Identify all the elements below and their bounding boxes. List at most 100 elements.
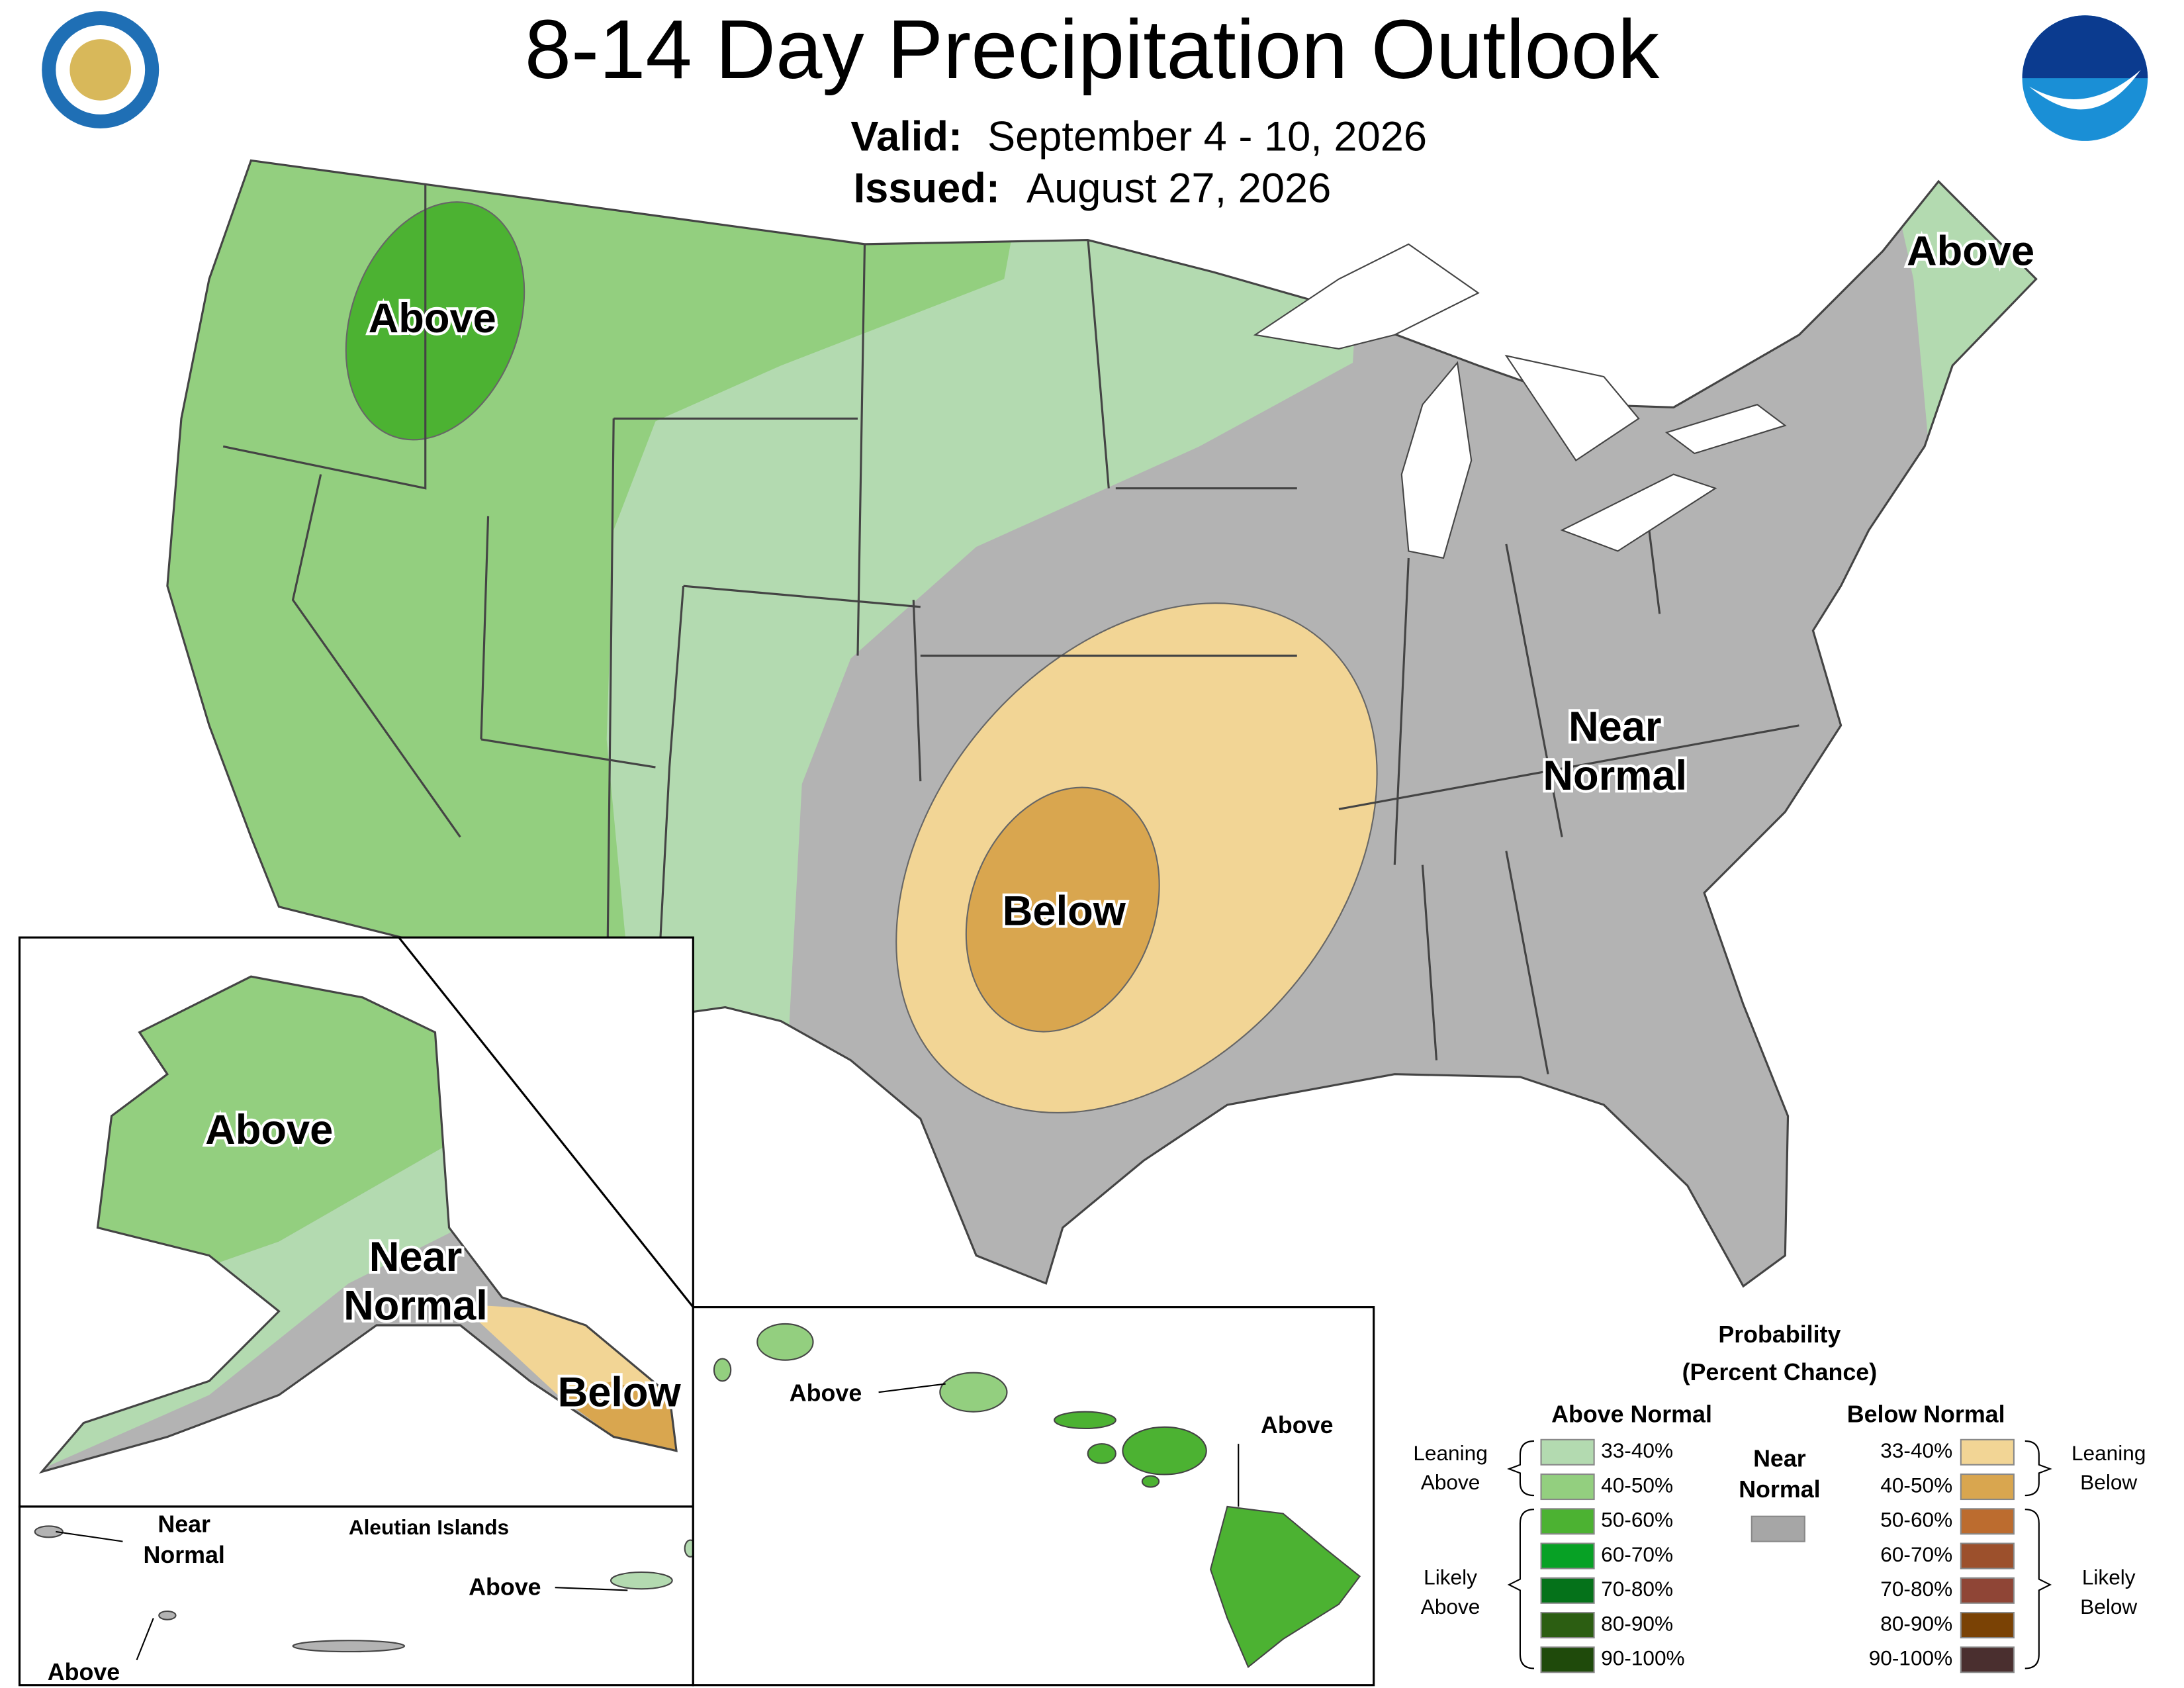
region-label-line: Near [369, 1234, 463, 1280]
legend-label: 90-100% [1869, 1646, 1952, 1670]
region-label-line: Above [1907, 228, 2034, 274]
legend-bracket [2025, 1509, 2052, 1669]
valid-dates: September 4 - 10, 2026 [987, 114, 1427, 160]
pointer-lines [878, 1383, 1240, 1507]
legend-swatch [1960, 1577, 2015, 1604]
legend-swatch [1960, 1508, 2015, 1535]
state-boundaries [222, 160, 1799, 1074]
legend-label: 50-60% [1880, 1508, 1952, 1532]
hawaiian-islands [713, 1323, 1361, 1668]
region-label-line: Normal [143, 1542, 224, 1568]
region-label: Above [469, 1574, 541, 1601]
legend-title-line: (Percent Chance) [1682, 1359, 1878, 1385]
bracket-label: Leaning Above [1413, 1441, 1487, 1494]
bracket-label: Likely Below [2080, 1566, 2137, 1618]
commerce-logo [42, 11, 159, 128]
legend-bracket [1507, 1440, 1535, 1497]
region-label-line: Normal [343, 1282, 488, 1329]
region-label: Above [48, 1659, 120, 1685]
legend-swatch [1960, 1542, 2015, 1570]
issued-label: Issued: [854, 165, 1000, 211]
region-label-line: Above [369, 295, 496, 341]
legend-header-line: Near [1753, 1446, 1806, 1472]
legend-swatch [1751, 1515, 1805, 1542]
region-label: Near Normal [1543, 704, 1687, 799]
region-label: Above [790, 1380, 862, 1407]
region-label-line: Near [1569, 704, 1662, 750]
legend-swatch [1540, 1577, 1595, 1604]
region-label-line: Above [1261, 1412, 1333, 1438]
legend-label: 70-80% [1880, 1577, 1952, 1601]
legend-header-line: Normal [1739, 1476, 1820, 1503]
bracket-label: Leaning Below [2071, 1441, 2146, 1494]
region-label-line: Above [790, 1380, 862, 1407]
legend-label: 40-50% [1601, 1473, 1673, 1497]
likely-above-area [345, 201, 525, 441]
legend-title: Probability (Percent Chance) [1682, 1321, 1878, 1385]
aleutian-caption: Aleutian Islands [349, 1515, 509, 1539]
legend-label: 80-90% [1880, 1611, 1952, 1635]
legend-bracket [2025, 1440, 2052, 1497]
legend-bracket [1507, 1509, 1535, 1669]
aleutian-inset [18, 1505, 694, 1687]
region-label-line: Above [469, 1574, 541, 1601]
region-label: Above [1261, 1412, 1333, 1438]
valid-label: Valid: [850, 114, 962, 160]
region-label: Above [369, 295, 496, 341]
region-label-line: Normal [1543, 753, 1687, 799]
legend-label: 80-90% [1601, 1611, 1673, 1635]
legend-swatch [1540, 1612, 1595, 1639]
legend-header: Above Normal [1551, 1401, 1712, 1427]
alaska-outline [38, 975, 678, 1474]
legend-swatch [1960, 1612, 2015, 1639]
legend-swatch [1960, 1474, 2015, 1501]
region-label: Above [205, 1107, 333, 1153]
legend-label: 60-70% [1601, 1542, 1673, 1566]
title: 8-14 Day Precipitation Outlook [525, 3, 1660, 96]
bracket-label-line: Likely [2082, 1566, 2136, 1589]
region-label: Below [1003, 888, 1126, 934]
region-label-line: Below [1003, 888, 1126, 934]
region-label-line: Above [48, 1659, 120, 1685]
legend-swatch [1960, 1646, 2015, 1673]
region-label: Near Normal [343, 1234, 488, 1329]
issued-date: August 27, 2026 [1026, 165, 1331, 211]
region-label: Below [558, 1369, 682, 1415]
great-lakes [1253, 243, 1787, 559]
legend-label: 60-70% [1880, 1542, 1952, 1566]
inset-connector [398, 937, 694, 1308]
region-label: Above [1907, 228, 2034, 274]
noaa-logo [2022, 15, 2148, 141]
legend-label: 40-50% [1880, 1473, 1952, 1497]
legend-label: 90-100% [1601, 1646, 1684, 1670]
bracket-label-line: Above [1421, 1471, 1480, 1495]
legend-label: 33-40% [1880, 1438, 1952, 1462]
legend-label: 50-60% [1601, 1508, 1673, 1532]
legend-header: Below Normal [1847, 1401, 2005, 1427]
bracket-label-line: Likely [1424, 1566, 1477, 1589]
pointer-lines [56, 1530, 628, 1661]
legend-header: Near Normal [1739, 1446, 1820, 1503]
region-label: Near Normal [143, 1511, 224, 1568]
legend-swatch [1540, 1508, 1595, 1535]
bracket-label-line: Leaning [1413, 1441, 1487, 1465]
bracket-label-line: Below [2080, 1471, 2137, 1495]
bracket-label-line: Leaning [2071, 1441, 2146, 1465]
aleutian-islands [34, 1525, 697, 1653]
bracket-label: Likely Above [1421, 1566, 1480, 1618]
legend-label: 70-80% [1601, 1577, 1673, 1601]
region-label-line: Near [158, 1511, 210, 1538]
bracket-label-line: Above [1421, 1595, 1480, 1618]
legend-swatch [1540, 1474, 1595, 1501]
below-area [965, 786, 1160, 1033]
region-label-line: Above [205, 1107, 333, 1153]
region-label-line: Below [558, 1369, 682, 1415]
legend-swatch [1540, 1646, 1595, 1673]
legend-title-line: Probability [1718, 1321, 1841, 1348]
legend-swatch [1540, 1438, 1595, 1466]
legend-swatch [1960, 1438, 2015, 1466]
legend-label: 33-40% [1601, 1438, 1673, 1462]
legend-swatch [1540, 1542, 1595, 1570]
